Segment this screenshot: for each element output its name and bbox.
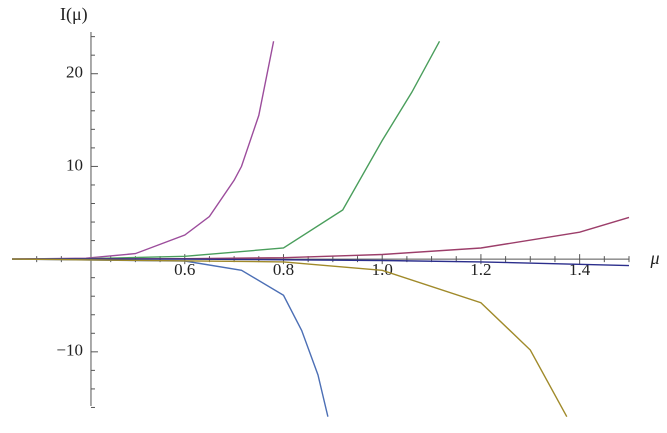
- y-axis-label: I(μ): [60, 4, 88, 25]
- x-tick-label: 1.4: [569, 260, 591, 279]
- series-line: [11, 258, 329, 417]
- y-tick-label: −10: [56, 341, 83, 360]
- x-tick-label: 1.2: [470, 260, 491, 279]
- x-tick-label: 1.0: [372, 260, 393, 279]
- y-tick-label: 20: [66, 63, 83, 82]
- y-tick-label: 10: [66, 155, 83, 174]
- x-tick-label: 0.6: [174, 260, 195, 279]
- x-tick-label: 0.8: [273, 260, 294, 279]
- x-axis-label: μ: [649, 248, 659, 268]
- series-line: [12, 258, 630, 267]
- series-line: [11, 41, 275, 260]
- series-line: [11, 258, 568, 418]
